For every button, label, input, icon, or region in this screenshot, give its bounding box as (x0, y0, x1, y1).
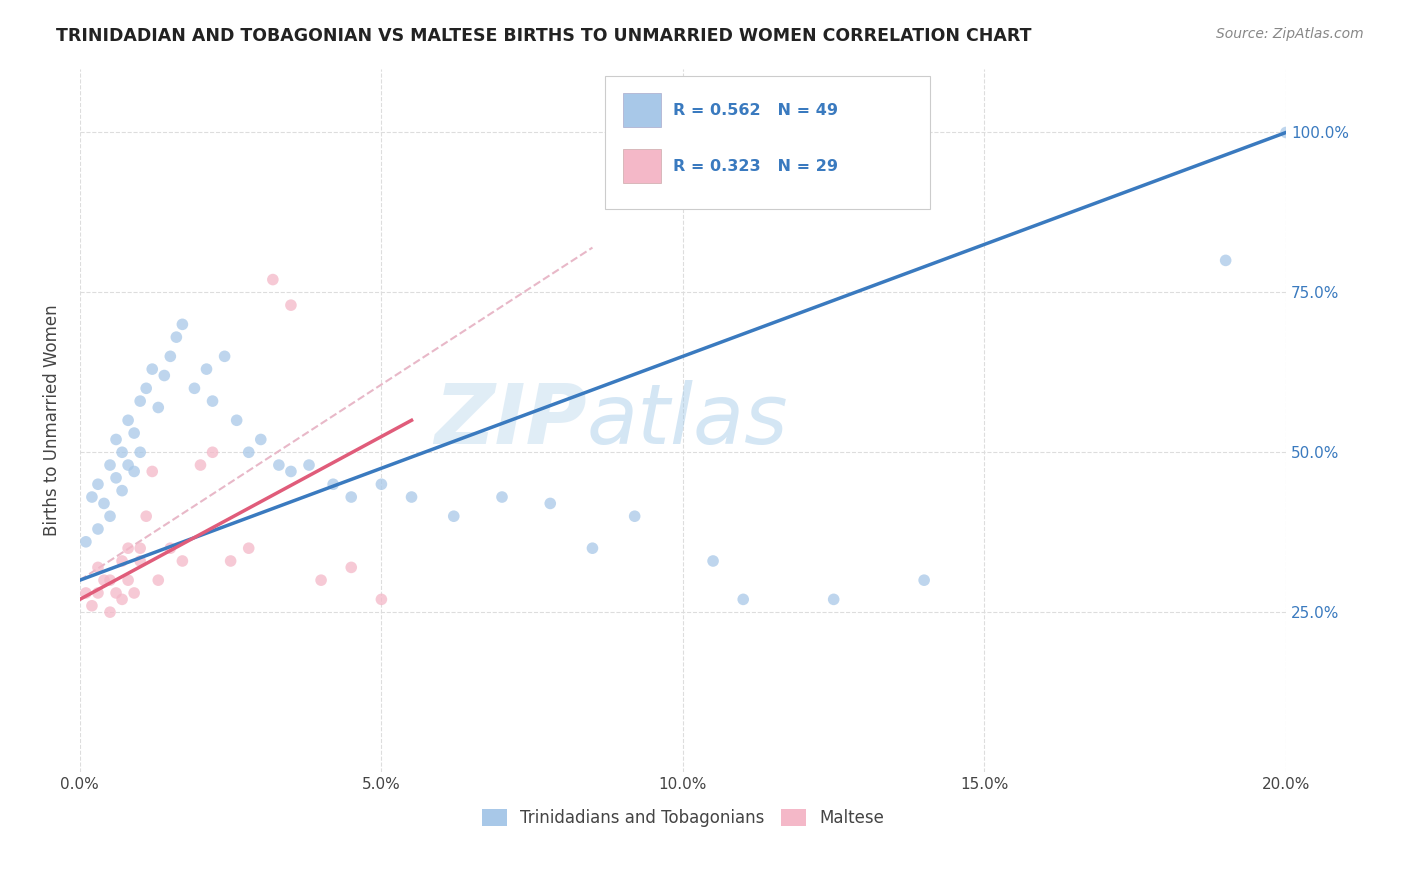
Point (201, 445, 224, 459)
Point (159, 349, 181, 363)
Point (105, 433, 128, 447)
Point (1215, 253, 1237, 268)
Point (148, 401, 170, 415)
Point (172, 318, 194, 332)
Point (141, 465, 163, 479)
Text: R = 0.323   N = 29: R = 0.323 N = 29 (673, 159, 838, 174)
Point (733, 592, 755, 607)
Point (111, 483, 134, 498)
Point (141, 362, 163, 376)
Text: TRINIDADIAN AND TOBAGONIAN VS MALTESE BIRTHS TO UNMARRIED WOMEN CORRELATION CHAR: TRINIDADIAN AND TOBAGONIAN VS MALTESE BI… (56, 27, 1032, 45)
FancyBboxPatch shape (623, 150, 661, 183)
Point (80, 490, 103, 504)
Y-axis label: Births to Unmarried Women: Births to Unmarried Women (44, 304, 60, 536)
Point (322, 477, 344, 491)
Point (195, 362, 218, 376)
Point (111, 554, 134, 568)
FancyBboxPatch shape (623, 93, 661, 127)
Point (190, 458, 212, 472)
Point (87, 477, 110, 491)
Point (912, 573, 935, 587)
Point (280, 465, 302, 479)
Point (340, 490, 363, 504)
Point (201, 394, 224, 409)
Point (443, 509, 465, 524)
Point (538, 496, 561, 510)
Point (219, 554, 242, 568)
Point (159, 541, 181, 556)
Point (153, 368, 176, 383)
Point (581, 541, 603, 556)
Point (172, 554, 194, 568)
Point (623, 509, 645, 524)
Point (93, 573, 115, 587)
Point (105, 586, 128, 600)
Point (129, 541, 152, 556)
Point (80, 599, 103, 613)
Point (129, 554, 152, 568)
Text: ZIP: ZIP (434, 380, 586, 461)
Point (98, 573, 121, 587)
Point (117, 573, 139, 587)
Point (491, 490, 513, 504)
Point (122, 465, 145, 479)
Point (148, 573, 170, 587)
Point (262, 272, 284, 286)
Text: Source: ZipAtlas.com: Source: ZipAtlas.com (1216, 27, 1364, 41)
Point (87, 586, 110, 600)
Point (117, 541, 139, 556)
Point (823, 592, 845, 607)
Point (122, 586, 145, 600)
Text: R = 0.562   N = 49: R = 0.562 N = 49 (673, 103, 838, 118)
Legend: Trinidadians and Tobagonians, Maltese: Trinidadians and Tobagonians, Maltese (475, 803, 891, 834)
Point (122, 426, 145, 441)
Point (98, 509, 121, 524)
Point (129, 394, 152, 409)
Point (238, 541, 260, 556)
Point (370, 592, 392, 607)
Point (117, 458, 139, 472)
Text: atlas: atlas (586, 380, 787, 461)
Point (135, 509, 157, 524)
Point (75, 534, 97, 549)
Point (129, 445, 152, 459)
Point (135, 381, 157, 395)
Point (75, 586, 97, 600)
Point (117, 413, 139, 427)
Point (249, 433, 271, 447)
Point (93, 496, 115, 510)
Point (309, 573, 332, 587)
Point (401, 490, 423, 504)
Point (238, 445, 260, 459)
Point (340, 560, 363, 574)
Point (1275, 126, 1298, 140)
Point (225, 413, 247, 427)
FancyBboxPatch shape (605, 76, 931, 210)
Point (165, 330, 187, 344)
Point (87, 560, 110, 574)
Point (87, 522, 110, 536)
Point (214, 349, 236, 363)
Point (98, 605, 121, 619)
Point (370, 477, 392, 491)
Point (267, 458, 290, 472)
Point (98, 458, 121, 472)
Point (702, 554, 724, 568)
Point (111, 592, 134, 607)
Point (298, 458, 321, 472)
Point (280, 298, 302, 312)
Point (105, 471, 128, 485)
Point (183, 381, 205, 395)
Point (111, 445, 134, 459)
